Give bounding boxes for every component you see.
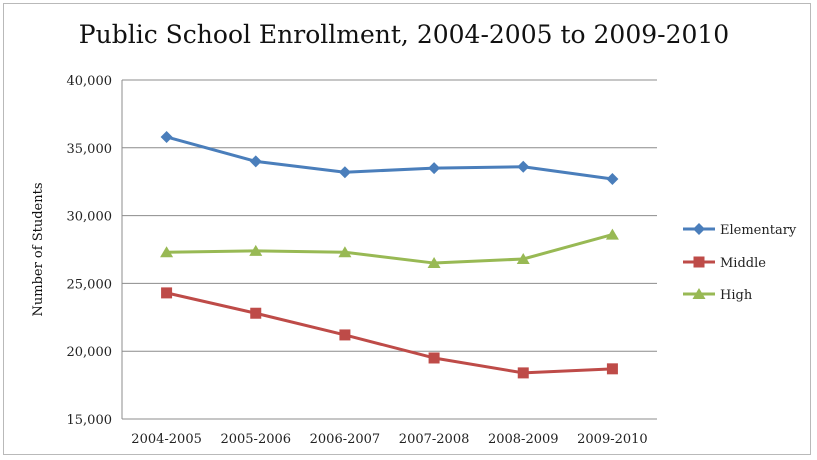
data-point-middle [161, 287, 173, 299]
y-axis: 15,000 20,000 25,000 30,000 35,000 40,000 [67, 74, 123, 428]
series-line-middle [166, 291, 613, 375]
x-tick-label: 2004-2005 [131, 432, 202, 447]
legend-marker-middle [693, 256, 705, 268]
data-point-middle [339, 329, 351, 341]
legend: Elementary Middle High [683, 223, 797, 303]
legend-item-high: High [683, 288, 753, 303]
x-tick-label: 2009-2010 [577, 432, 648, 447]
x-tick-label: 2006-2007 [310, 432, 381, 447]
legend-label-middle: Middle [720, 256, 766, 271]
data-point-elementary [249, 155, 262, 168]
data-point-middle [517, 367, 529, 379]
grid-lines [122, 79, 657, 420]
data-point-high [338, 246, 352, 258]
series-line-elementary [166, 135, 613, 181]
legend-label-high: High [720, 288, 753, 303]
legend-item-elementary: Elementary [683, 223, 797, 238]
y-tick-label: 15,000 [67, 413, 113, 428]
series-group [160, 130, 619, 379]
data-point-high [427, 257, 441, 269]
data-point-high [249, 244, 263, 256]
data-point-elementary [160, 130, 173, 143]
series-middle [161, 287, 618, 379]
data-point-elementary [606, 172, 619, 185]
data-point-middle [250, 307, 262, 319]
data-point-elementary [517, 160, 530, 173]
x-tick-label: 2007-2008 [399, 432, 470, 447]
x-tick-label: 2008-2009 [488, 432, 559, 447]
y-axis-label: Number of Students [31, 183, 46, 317]
data-point-middle [606, 363, 618, 375]
y-tick-label: 35,000 [67, 142, 113, 157]
legend-marker-high [692, 288, 706, 299]
series-elementary [160, 130, 619, 185]
data-point-high [605, 228, 619, 240]
data-point-elementary [428, 162, 441, 175]
data-point-elementary [338, 166, 351, 179]
y-tick-label: 40,000 [67, 74, 113, 89]
legend-label-elementary: Elementary [720, 223, 797, 238]
x-axis: 2004-2005 2005-2006 2006-2007 2007-2008 2008… [122, 418, 657, 447]
data-point-high [160, 246, 174, 258]
legend-item-middle: Middle [683, 256, 766, 271]
data-point-middle [428, 352, 440, 364]
chart-frame [3, 3, 811, 455]
data-point-high [516, 252, 530, 264]
y-tick-label: 30,000 [67, 210, 113, 225]
x-tick-label: 2005-2006 [220, 432, 291, 447]
series-high [160, 228, 619, 269]
chart-title: Public School Enrollment, 2004-2005 to 2… [78, 20, 730, 49]
series-line-high [166, 233, 613, 265]
legend-marker-elementary [693, 223, 705, 235]
y-tick-label: 20,000 [67, 345, 113, 360]
y-tick-label: 25,000 [67, 277, 113, 292]
